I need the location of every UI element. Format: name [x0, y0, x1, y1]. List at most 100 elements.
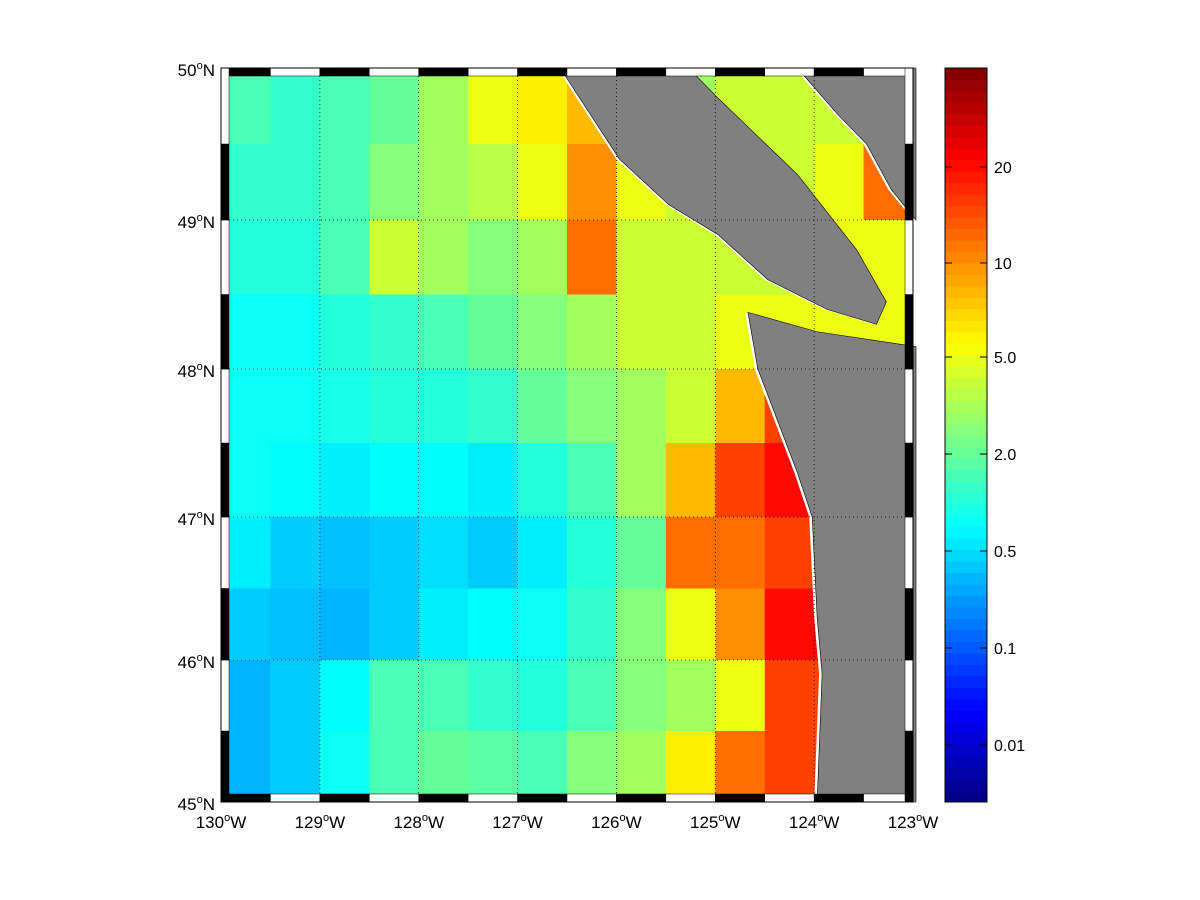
heatmap-cell — [369, 731, 420, 803]
frame-segment — [904, 442, 914, 518]
frame-segment — [319, 67, 370, 77]
colorbar-swatch — [945, 687, 987, 700]
heatmap-cell — [616, 294, 667, 370]
colorbar-swatch — [945, 652, 987, 665]
heatmap-cell — [715, 443, 766, 518]
frame-segment — [270, 793, 321, 803]
colorbar-swatch — [945, 457, 987, 470]
frame-segment — [270, 67, 321, 77]
frame-segment — [220, 730, 230, 803]
colorbar-swatch — [945, 756, 987, 769]
heatmap-cell — [369, 517, 420, 589]
heatmap-cell — [270, 517, 321, 589]
colorbar-swatch — [945, 480, 987, 493]
heatmap-cell — [221, 731, 271, 803]
colorbar-swatch — [945, 664, 987, 677]
heatmap-cell — [517, 220, 568, 295]
colorbar-swatch — [945, 377, 987, 390]
x-tick-label: 130oW — [196, 812, 247, 832]
colorbar-swatch — [945, 251, 987, 264]
y-tick-label: 48oN — [178, 361, 215, 381]
colorbar-swatch — [945, 492, 987, 505]
frame-segment — [220, 442, 230, 518]
colorbar-swatch — [945, 90, 987, 103]
map-frame — [220, 67, 914, 803]
heatmap-cell — [468, 588, 519, 661]
heatmap-cell — [221, 443, 271, 518]
heatmap-cell — [221, 144, 271, 221]
colorbar-swatch — [945, 572, 987, 585]
heatmap-cell — [517, 660, 568, 732]
frame-segment — [665, 67, 716, 77]
x-tick-label: 129oW — [295, 812, 346, 832]
heatmap-cell — [517, 731, 568, 803]
colorbar-swatch — [945, 721, 987, 734]
colorbar-swatch — [945, 228, 987, 241]
heatmap-cell — [319, 294, 370, 370]
colorbar-swatch — [945, 423, 987, 436]
heatmap-cell — [616, 220, 667, 295]
heatmap-cell — [616, 660, 667, 732]
heatmap-cell — [270, 588, 321, 661]
colorbar-swatch — [945, 205, 987, 218]
colorbar-swatch — [945, 412, 987, 425]
heatmap-cell — [517, 443, 568, 518]
heatmap-cell — [665, 443, 716, 518]
heatmap-cell — [715, 517, 766, 589]
colorbar-swatch — [945, 710, 987, 723]
colorbar-swatch — [945, 136, 987, 149]
heatmap-cell — [665, 517, 716, 589]
frame-segment — [220, 368, 230, 444]
heatmap-cell — [715, 369, 766, 444]
frame-segment — [467, 793, 518, 803]
colorbar-swatch — [945, 790, 987, 803]
heatmap-cell — [665, 588, 716, 661]
heatmap-cell — [319, 68, 370, 145]
colorbar-tick-label: 20 — [994, 160, 1012, 177]
heatmap-cell — [567, 369, 617, 444]
frame-segment — [566, 67, 617, 77]
heatmap-cell — [567, 588, 617, 661]
colorbar-swatch — [945, 744, 987, 757]
heatmap-cell — [369, 660, 420, 732]
heatmap-cell — [468, 369, 519, 444]
colorbar-swatch — [945, 400, 987, 413]
colorbar-swatch — [945, 182, 987, 195]
colorbar-tick-label: 0.01 — [994, 738, 1025, 755]
frame-segment — [517, 793, 568, 803]
colorbar-swatch — [945, 446, 987, 459]
frame-segment — [715, 67, 765, 77]
colorbar-swatch — [945, 435, 987, 447]
colorbar-swatch — [945, 274, 987, 287]
y-tick-label: 45oN — [178, 794, 215, 814]
frame-segment — [220, 659, 230, 732]
heatmap-cell — [221, 68, 271, 145]
frame-segment — [813, 793, 864, 803]
heatmap-cell — [665, 220, 716, 295]
heatmap-cell — [665, 731, 716, 803]
heatmap-cell — [319, 660, 370, 732]
colorbar-tick-label: 5.0 — [994, 350, 1016, 367]
heatmap-cell — [764, 731, 815, 803]
colorbar-swatch — [945, 194, 987, 207]
frame-segment — [616, 793, 667, 803]
frame-segment — [220, 588, 230, 661]
heatmap-cell — [567, 517, 617, 589]
heatmap-cell — [517, 294, 568, 370]
heatmap-cell — [468, 731, 519, 803]
heatmap-cell — [270, 369, 321, 444]
colorbar-tick-labels: 20 10 5.0 2.0 0.5 0.1 0.01 — [994, 160, 1025, 755]
heatmap-cell — [517, 68, 568, 145]
colorbar-swatch — [945, 148, 987, 161]
x-tick-label: 127oW — [492, 812, 543, 832]
y-tick-labels: 50oN 49oN 48oN 47oN 46oN 45oN — [178, 60, 215, 814]
colorbar-swatch — [945, 320, 987, 333]
heatmap-cell — [319, 731, 370, 803]
heatmap-cell — [665, 369, 716, 444]
heatmap-cell — [418, 144, 469, 221]
y-tick-label: 47oN — [178, 509, 215, 529]
heatmap-cell — [665, 294, 716, 370]
heatmap-cell — [468, 443, 519, 518]
y-tick-label: 50oN — [178, 60, 215, 80]
frame-segment — [904, 730, 914, 803]
